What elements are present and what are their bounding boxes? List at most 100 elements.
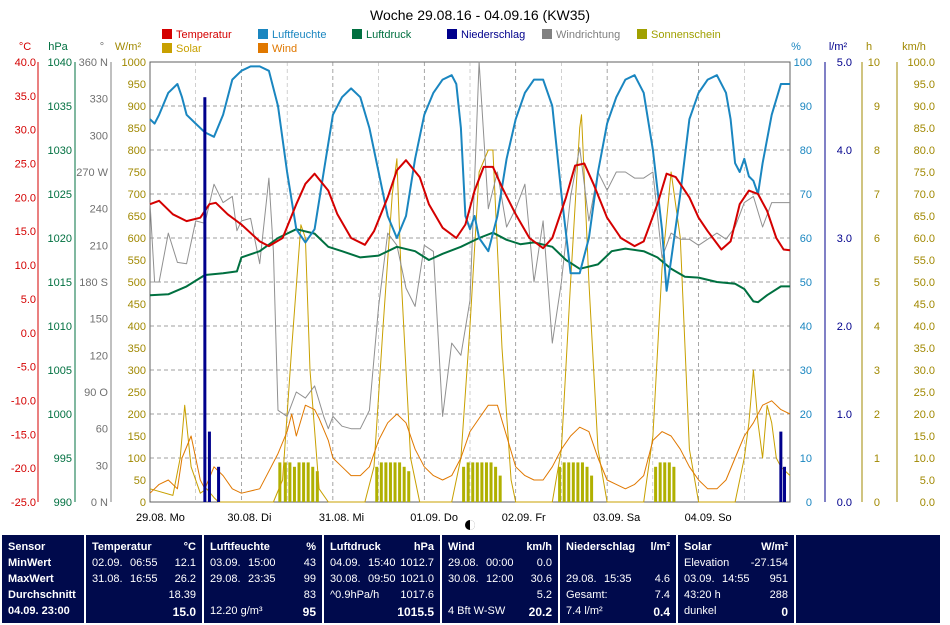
humidity-axis-tick: 10 <box>800 453 812 465</box>
sensor-row-avg: Durchschnitt <box>8 589 76 601</box>
sunshine-bar <box>402 466 406 502</box>
sunshine-bar <box>576 462 580 502</box>
sunshine-bar <box>489 462 493 502</box>
wind-axis-tick: 80.0 <box>914 145 935 157</box>
pressure-section: Luftdruck hPa 04.09. 15:40 1012.7 30.08. 09… <box>324 535 440 623</box>
sunshine-bar <box>466 462 470 502</box>
chart-title: Woche 29.08.16 - 04.09.16 (KW35) <box>370 7 590 23</box>
temperature-axis-tick: 25.0 <box>15 159 36 171</box>
solar-duration-row: 43:20 h 288 <box>684 589 788 601</box>
pressure-axis-tick: 1040 <box>48 57 72 69</box>
wind-axis-tick: 25.0 <box>914 387 935 399</box>
direction-axis-tick: 330 <box>90 94 108 106</box>
solar-axis-tick: 800 <box>128 145 146 157</box>
rain-axis-unit: l/m² <box>829 41 848 53</box>
humidity-axis-tick: 30 <box>800 365 812 377</box>
x-tick-label: 29.08. Mo <box>136 512 185 524</box>
direction-axis-unit: ° <box>100 41 104 53</box>
legend-swatch <box>162 43 172 53</box>
legend-label: Niederschlag <box>461 29 525 41</box>
humidity-max-row: 29.08. 23:35 99 <box>210 573 316 585</box>
solar-axis-tick: 900 <box>128 101 146 113</box>
solar-line <box>149 114 791 503</box>
x-tick-label: 02.09. Fr <box>502 512 546 524</box>
legend-swatch <box>258 29 268 39</box>
temperature-axis-tick: 15.0 <box>15 226 36 238</box>
pressure-unit: hPa <box>413 541 434 553</box>
sunshine-bar <box>407 471 411 502</box>
sunshine-axis-tick: 10 <box>868 57 880 69</box>
temperature-axis-tick: 30.0 <box>15 125 36 137</box>
x-tick-label: 30.08. Di <box>227 512 271 524</box>
solar-unit: W/m² <box>761 541 788 553</box>
pressure-axis-tick: 1030 <box>48 145 72 157</box>
humidity-current: 12.20 g/m³ 95 <box>210 605 316 619</box>
pressure-axis-tick: 1000 <box>48 409 72 421</box>
direction-axis-tick: 360 N <box>79 57 108 69</box>
legend-label: Windrichtung <box>556 29 620 41</box>
solar-axis-tick: 600 <box>128 233 146 245</box>
pressure-axis-tick: 1025 <box>48 189 72 201</box>
sunshine-bar <box>672 466 676 502</box>
sunshine-bar <box>484 462 488 502</box>
pressure-axis-unit: hPa <box>48 41 68 53</box>
rain-total-row: Gesamt: 7.4 <box>566 589 670 601</box>
legend-label: Wind <box>272 43 297 55</box>
solar-axis-tick: 1000 <box>122 57 146 69</box>
sunshine-bar <box>288 462 292 502</box>
wind-axis-tick: 10.0 <box>914 453 935 465</box>
wind-axis-tick: 50.0 <box>914 277 935 289</box>
solar-max-row: 03.09. 14:55 951 <box>684 573 788 585</box>
rain-max-row: 29.08. 15:35 4.6 <box>566 573 670 585</box>
sunshine-axis-tick: 5 <box>874 277 880 289</box>
rain-bar <box>783 466 787 502</box>
sunshine-bar <box>558 466 562 502</box>
direction-axis-tick: 210 <box>90 240 108 252</box>
x-tick-label: 03.09. Sa <box>593 512 641 524</box>
moon-icon-light <box>470 520 475 530</box>
legend-swatch <box>352 29 362 39</box>
wind-axis-tick: 55.0 <box>914 255 935 267</box>
rain-axis-tick: 1.0 <box>837 409 852 421</box>
solar-section: Solar W/m² Elevation -27.154 03.09. 14:55 9… <box>678 535 794 623</box>
solar-axis-tick: 300 <box>128 365 146 377</box>
sunshine-bar <box>585 466 589 502</box>
rain-axis-tick: 2.0 <box>837 321 852 333</box>
sensor-section: Sensor MinWert MaxWert Durchschnitt 04.0… <box>2 535 84 623</box>
humidity-section: Luftfeuchte % 03.09. 15:00 43 29.08. 23:35 9… <box>204 535 322 623</box>
temperature-axis-tick: 10.0 <box>15 260 36 272</box>
pressure-axis-tick: 990 <box>54 497 72 509</box>
rain-current: 7.4 l/m² 0.4 <box>566 605 670 619</box>
wind-axis-tick: 15.0 <box>914 431 935 443</box>
sunshine-bar <box>654 466 658 502</box>
legend-label: Luftdruck <box>366 29 412 41</box>
x-tick-label: 31.08. Mi <box>319 512 364 524</box>
rain-bar <box>203 97 207 502</box>
sunshine-bar <box>471 462 475 502</box>
legend-label: Solar <box>176 43 202 55</box>
solar-axis-tick: 750 <box>128 167 146 179</box>
humidity-line <box>149 65 790 292</box>
rain-header: Niederschlag <box>566 541 636 553</box>
sunshine-axis-tick: 1 <box>874 453 880 465</box>
wind-axis-tick: 85.0 <box>914 123 935 135</box>
temperature-axis-tick: 5.0 <box>21 294 36 306</box>
x-tick-label: 04.09. So <box>685 512 732 524</box>
humidity-header: Luftfeuchte <box>210 541 270 553</box>
wind-axis-tick: 100.0 <box>907 57 935 69</box>
sunshine-bar <box>663 462 667 502</box>
wind-unit: km/h <box>526 541 552 553</box>
legend-label: Temperatur <box>176 29 232 41</box>
sensor-header: Sensor <box>8 541 46 553</box>
solar-axis-tick: 700 <box>128 189 146 201</box>
sunshine-bar <box>658 462 662 502</box>
sensor-row-min: MinWert <box>8 557 52 569</box>
pressure-axis-tick: 1005 <box>48 365 72 377</box>
pressure-axis-tick: 1015 <box>48 277 72 289</box>
pressure-header: Luftdruck <box>330 541 381 553</box>
sunshine-axis-tick: 7 <box>874 189 880 201</box>
solar-axis-tick: 50 <box>134 475 146 487</box>
rain-axis-tick: 4.0 <box>837 145 852 157</box>
sunshine-bar <box>590 475 594 502</box>
sunshine-bar <box>302 462 306 502</box>
